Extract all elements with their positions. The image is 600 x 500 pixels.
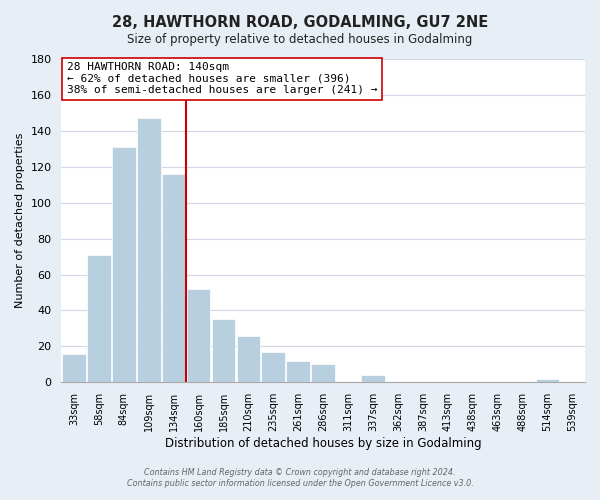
Bar [112,147,136,382]
Bar [262,352,285,382]
Text: Size of property relative to detached houses in Godalming: Size of property relative to detached ho… [127,32,473,46]
Bar [62,354,86,382]
Bar [187,289,211,382]
Bar [361,375,385,382]
Bar [87,255,110,382]
Bar [311,364,335,382]
Text: 28, HAWTHORN ROAD, GODALMING, GU7 2NE: 28, HAWTHORN ROAD, GODALMING, GU7 2NE [112,15,488,30]
Text: Contains HM Land Registry data © Crown copyright and database right 2024.
Contai: Contains HM Land Registry data © Crown c… [127,468,473,487]
X-axis label: Distribution of detached houses by size in Godalming: Distribution of detached houses by size … [165,437,482,450]
Y-axis label: Number of detached properties: Number of detached properties [15,133,25,308]
Bar [536,379,559,382]
Bar [286,361,310,382]
Text: 28 HAWTHORN ROAD: 140sqm
← 62% of detached houses are smaller (396)
38% of semi-: 28 HAWTHORN ROAD: 140sqm ← 62% of detach… [67,62,377,96]
Bar [137,118,161,382]
Bar [236,336,260,382]
Bar [162,174,185,382]
Bar [212,320,235,382]
